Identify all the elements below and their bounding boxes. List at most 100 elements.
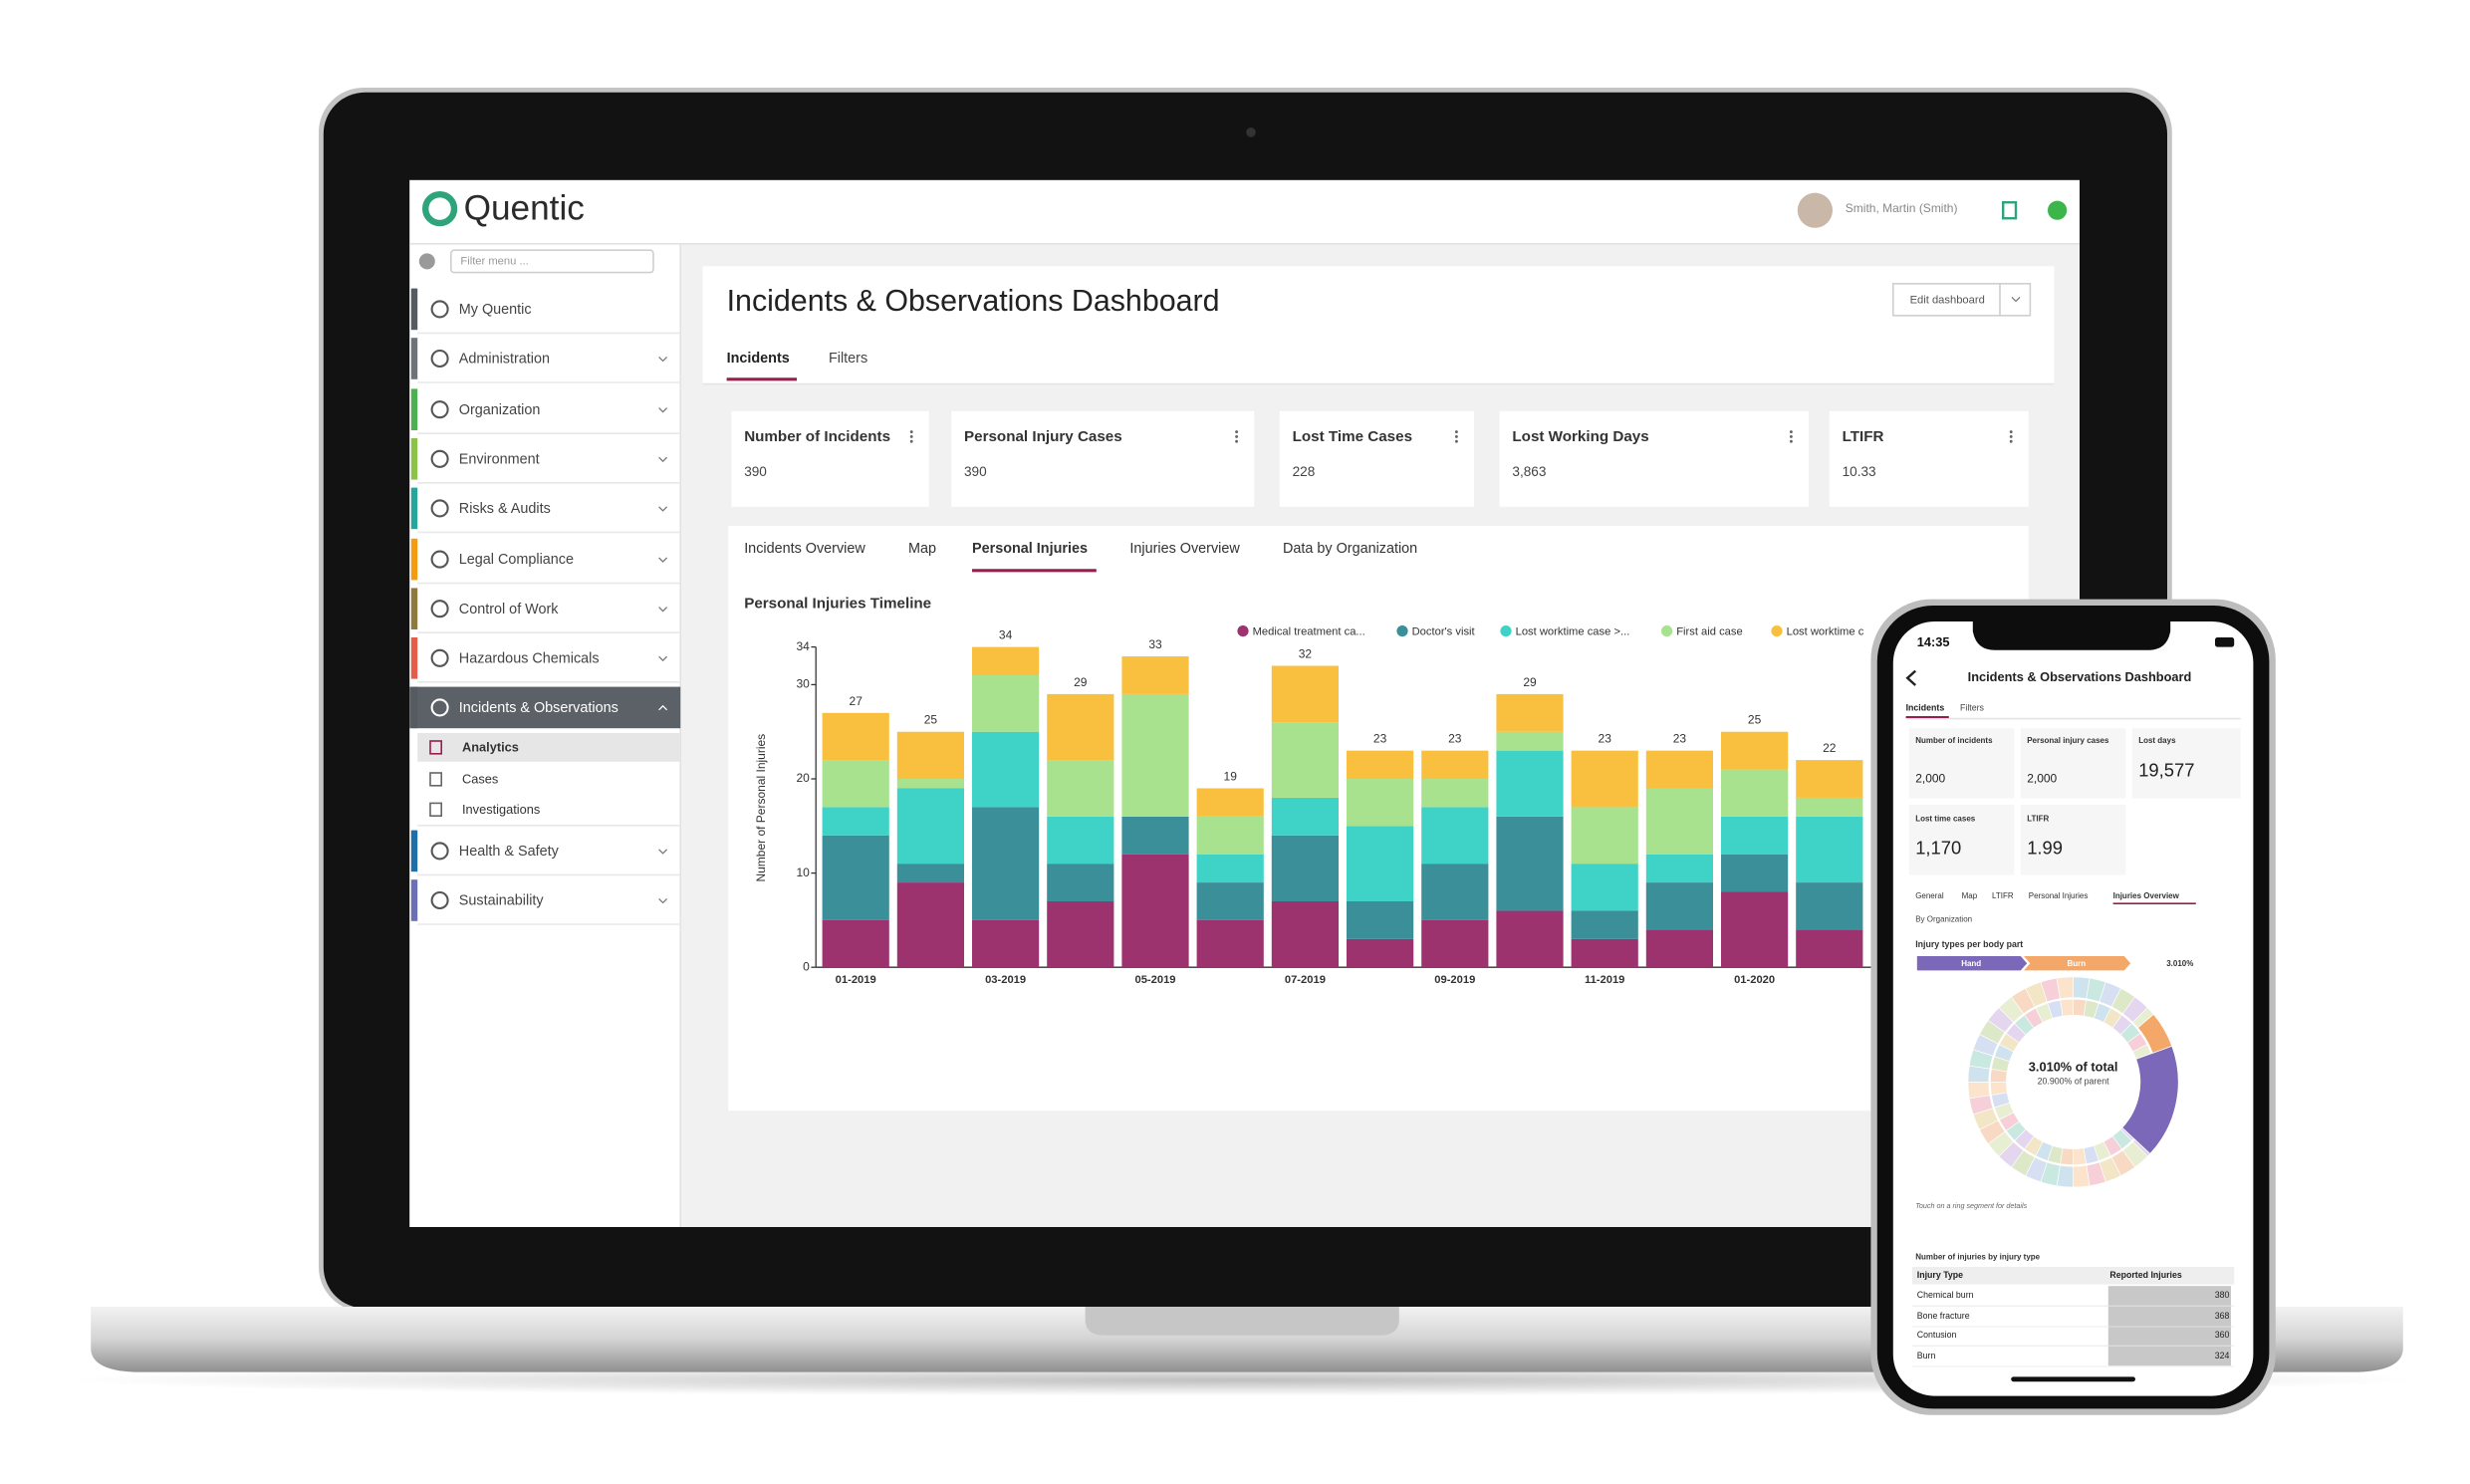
edit-button-label[interactable]: Edit dashboard (1910, 295, 1985, 307)
kpi-menu-dot[interactable] (1454, 434, 1458, 438)
menu-icon (430, 550, 449, 569)
filter-input[interactable] (450, 249, 654, 274)
total-label: 33 (1148, 637, 1162, 651)
kpi-menu-dot[interactable] (1235, 439, 1239, 443)
bar-segment (822, 919, 889, 968)
menu-item[interactable]: Legal Compliance (459, 552, 574, 568)
chart-tab[interactable]: Incidents Overview (744, 541, 865, 557)
user-name[interactable]: Smith, Martin (Smith) (1846, 201, 1958, 215)
legend-label[interactable]: Lost worktime c (1787, 625, 1864, 637)
avatar[interactable] (1797, 192, 1833, 228)
kpi-menu-dot[interactable] (1789, 434, 1793, 438)
phone-subtab[interactable]: LTIFR (1992, 891, 2014, 900)
submenu-item[interactable]: Investigations (462, 802, 540, 817)
legend-swatch[interactable] (1771, 625, 1783, 637)
phone-tab[interactable]: Filters (1960, 703, 1985, 713)
bar-segment (1796, 882, 1863, 930)
table-header[interactable]: Reported Injuries (2109, 1270, 2181, 1280)
kpi-menu-dot[interactable] (1789, 430, 1793, 434)
kpi-menu-dot[interactable] (909, 434, 913, 438)
phone-subtab[interactable]: Injuries Overview (2113, 891, 2180, 900)
kpi-menu-dot[interactable] (2009, 430, 2013, 434)
notch (1085, 1307, 1399, 1336)
kpi-card (1829, 410, 2029, 507)
phone-card (2131, 728, 2241, 799)
legend-label[interactable]: Medical treatment ca... (1253, 625, 1365, 637)
table-cell: Bone fracture (1917, 1311, 1970, 1321)
sunburst-segment[interactable] (2073, 1147, 2087, 1165)
bar-segment (1645, 854, 1713, 883)
back-arrow[interactable] (1905, 669, 1917, 686)
chart-tab[interactable]: Map (908, 541, 936, 557)
submenu-item[interactable]: Cases (462, 772, 498, 787)
menu-item[interactable]: Environment (459, 451, 540, 467)
header-card (702, 266, 2055, 384)
chart-tab[interactable]: Personal Injuries (972, 541, 1088, 557)
phone-subtab[interactable]: Personal Injuries (2029, 891, 2089, 900)
menu-item[interactable]: Sustainability (459, 893, 545, 909)
kpi-menu-dot[interactable] (909, 439, 913, 443)
collapse-icon[interactable] (418, 253, 435, 270)
chevron (658, 849, 668, 855)
logo (422, 191, 458, 227)
sunburst-highlight[interactable] (2121, 1045, 2179, 1154)
submenu-item[interactable]: Analytics (462, 740, 519, 755)
edit-button[interactable] (1892, 283, 2032, 317)
table-header[interactable]: Injury Type (1917, 1270, 1963, 1280)
phone-notch (1972, 621, 2171, 650)
legend-swatch[interactable] (1500, 625, 1512, 637)
legend-swatch[interactable] (1396, 625, 1408, 637)
sunburst-segment[interactable] (2073, 1164, 2091, 1188)
kpi-menu-dot[interactable] (2009, 434, 2013, 438)
menu-item[interactable]: Risks & Audits (459, 501, 551, 517)
chevron (658, 704, 668, 711)
breadcrumb-label[interactable]: Burn (2067, 959, 2086, 968)
breadcrumb-burn[interactable] (2024, 956, 2131, 971)
bar-segment (896, 731, 964, 780)
kpi-menu-dot[interactable] (1789, 439, 1793, 443)
sunburst-segment[interactable] (2056, 976, 2074, 1000)
menu-item[interactable]: Health & Safety (459, 844, 560, 860)
kpi-menu-dot[interactable] (1235, 434, 1239, 438)
sunburst-segment[interactable] (1967, 1082, 1991, 1100)
menu-item[interactable]: My Quentic (459, 302, 532, 318)
tab[interactable]: Filters (829, 351, 867, 367)
kpi-menu-dot[interactable] (1454, 430, 1458, 434)
bar-segment (1271, 900, 1339, 968)
kpi-menu-dot[interactable] (909, 430, 913, 434)
kpi-value: 390 (744, 464, 767, 479)
legend-label[interactable]: Doctor's visit (1412, 625, 1476, 637)
sunburst-center-sub: 20.900% of parent (2038, 1077, 2109, 1087)
kpi-menu-dot[interactable] (1454, 439, 1458, 443)
phone-subtab[interactable]: Map (1962, 891, 1978, 900)
chart-tab[interactable]: Data by Organization (1283, 541, 1417, 557)
menu-item[interactable]: Organization (459, 402, 541, 418)
bar-segment (896, 864, 964, 883)
legend-label[interactable]: Lost worktime case >... (1516, 625, 1630, 637)
filter-placeholder[interactable]: Filter menu ... (460, 255, 528, 267)
legend-swatch[interactable] (1237, 625, 1249, 637)
kpi-menu-dot[interactable] (2009, 439, 2013, 443)
legend-swatch[interactable] (1661, 625, 1673, 637)
menu-item[interactable]: Control of Work (459, 602, 560, 618)
breadcrumb-label[interactable]: Hand (1961, 959, 1981, 968)
legend-label[interactable]: First aid case (1676, 625, 1743, 637)
menu-item[interactable]: Administration (459, 352, 550, 368)
sunburst-segment[interactable] (2060, 998, 2074, 1017)
menu-item[interactable]: Incidents & Observations (459, 700, 618, 716)
kpi-label: Number of Incidents (744, 428, 890, 445)
tab[interactable]: Incidents (727, 351, 790, 367)
help-icon[interactable] (2048, 200, 2068, 220)
phone-subtab[interactable]: General (1915, 891, 1944, 900)
logout-icon[interactable] (2002, 201, 2018, 220)
phone-kpi-label: Lost days (2138, 736, 2176, 745)
phone-tab[interactable]: Incidents (1906, 703, 1945, 713)
menu-item[interactable]: Hazardous Chemicals (459, 650, 600, 666)
sunburst-segment[interactable] (1990, 1082, 2008, 1096)
breadcrumb-hand[interactable] (1916, 956, 2028, 971)
x-tick-label: 05-2019 (1134, 974, 1175, 986)
kpi-menu-dot[interactable] (1235, 430, 1239, 434)
sunburst-highlight[interactable] (2136, 1013, 2173, 1054)
chart-tab[interactable]: Injuries Overview (1129, 541, 1240, 557)
